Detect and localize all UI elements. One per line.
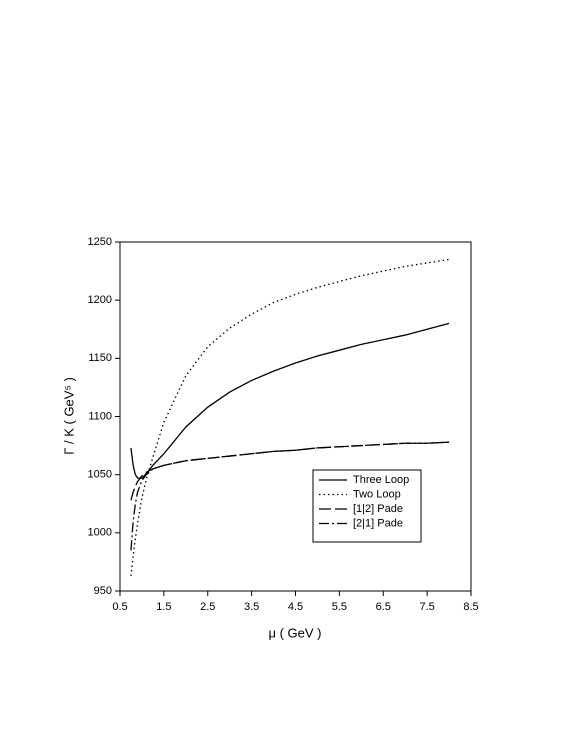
legend-label: [2|1] Pade	[353, 517, 403, 529]
x-tick-label: 7.5	[419, 601, 434, 613]
x-axis-title: μ ( GeV )	[269, 625, 322, 640]
y-axis-title: Γ / K ( GeV⁵ )	[61, 377, 76, 455]
y-tick-label: 1200	[88, 294, 112, 306]
x-tick-label: 3.5	[244, 601, 259, 613]
y-tick-label: 1000	[88, 527, 112, 539]
x-tick-label: 8.5	[463, 601, 478, 613]
series-line	[130, 441, 450, 551]
legend-box	[312, 469, 422, 543]
y-tick-label: 1250	[88, 236, 112, 248]
legend-label: Two Loop	[353, 488, 401, 500]
y-tick-label: 1050	[88, 469, 112, 481]
y-tick-label: 950	[94, 585, 112, 597]
x-tick-label: 1.5	[156, 601, 171, 613]
y-tick-label: 1150	[88, 352, 112, 364]
series-line	[130, 322, 450, 479]
y-tick-label: 1100	[88, 410, 112, 422]
x-tick-label: 5.5	[332, 601, 347, 613]
x-tick-label: 6.5	[376, 601, 391, 613]
x-tick-label: 2.5	[200, 601, 215, 613]
x-tick-label: 4.5	[288, 601, 303, 613]
legend-label: [1|2] Pade	[353, 503, 403, 515]
x-tick-label: 0.5	[112, 601, 127, 613]
legend-label: Three Loop	[353, 474, 409, 486]
